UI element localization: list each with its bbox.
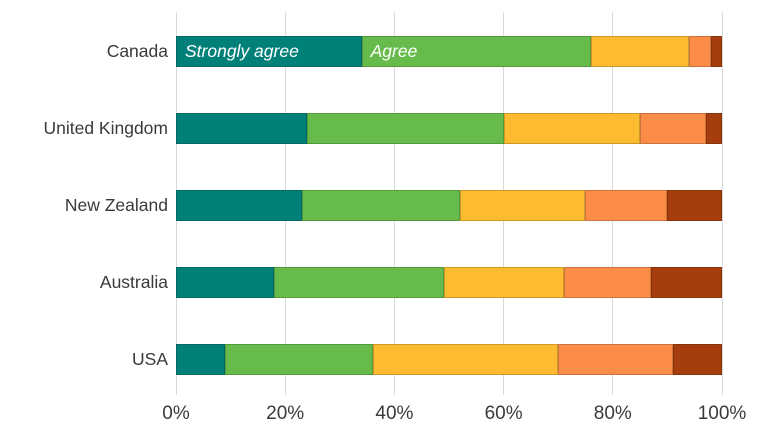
segment-agree xyxy=(225,344,373,375)
segment-strongly-agree: Strongly agree xyxy=(176,36,362,67)
gridline-100% xyxy=(721,12,723,395)
segment-series-4 xyxy=(563,267,651,298)
category-label-united-kingdom: United Kingdom xyxy=(43,118,168,138)
segment-series-5 xyxy=(672,344,722,375)
category-label-australia: Australia xyxy=(99,272,168,292)
segment-strongly-agree xyxy=(176,344,226,375)
bar-row-new-zealand xyxy=(176,190,722,221)
x-tick-label-0%: 0% xyxy=(162,403,190,424)
bar-row-canada: Strongly agree Agree xyxy=(176,36,722,67)
segment-series-5 xyxy=(705,113,722,144)
bar-row-usa xyxy=(176,344,722,375)
segment-strongly-agree xyxy=(176,190,302,221)
segment-strongly-agree xyxy=(176,113,308,144)
category-label-usa: USA xyxy=(132,349,168,369)
category-label-canada: Canada xyxy=(106,41,168,61)
plot-area: Strongly agree Agree xyxy=(175,12,723,395)
x-tick-label-100%: 100% xyxy=(697,403,747,424)
bar-row-australia xyxy=(176,267,722,298)
segment-series-5 xyxy=(711,36,722,67)
segment-series-3 xyxy=(443,267,564,298)
bar-row-united-kingdom xyxy=(176,113,722,144)
segment-series-4 xyxy=(558,344,673,375)
inbar-label-strongly-agree: Strongly agree xyxy=(185,41,299,61)
x-tick-label-40%: 40% xyxy=(375,403,414,424)
category-label-new-zealand: New Zealand xyxy=(64,195,168,215)
segment-agree: Agree xyxy=(361,36,591,67)
segment-agree xyxy=(301,190,460,221)
segment-series-3 xyxy=(503,113,641,144)
x-tick-label-60%: 60% xyxy=(484,403,523,424)
segment-series-5 xyxy=(667,190,722,221)
segment-agree xyxy=(274,267,444,298)
segment-series-4 xyxy=(585,190,668,221)
inbar-label-agree: Agree xyxy=(370,41,418,61)
segment-agree xyxy=(307,113,504,144)
segment-series-5 xyxy=(650,267,722,298)
x-tick-label-80%: 80% xyxy=(593,403,632,424)
segment-series-3 xyxy=(590,36,690,67)
segment-strongly-agree xyxy=(176,267,275,298)
x-tick-label-20%: 20% xyxy=(266,403,305,424)
segment-series-3 xyxy=(372,344,559,375)
segment-series-4 xyxy=(689,36,712,67)
segment-series-3 xyxy=(459,190,586,221)
segment-series-4 xyxy=(640,113,706,144)
